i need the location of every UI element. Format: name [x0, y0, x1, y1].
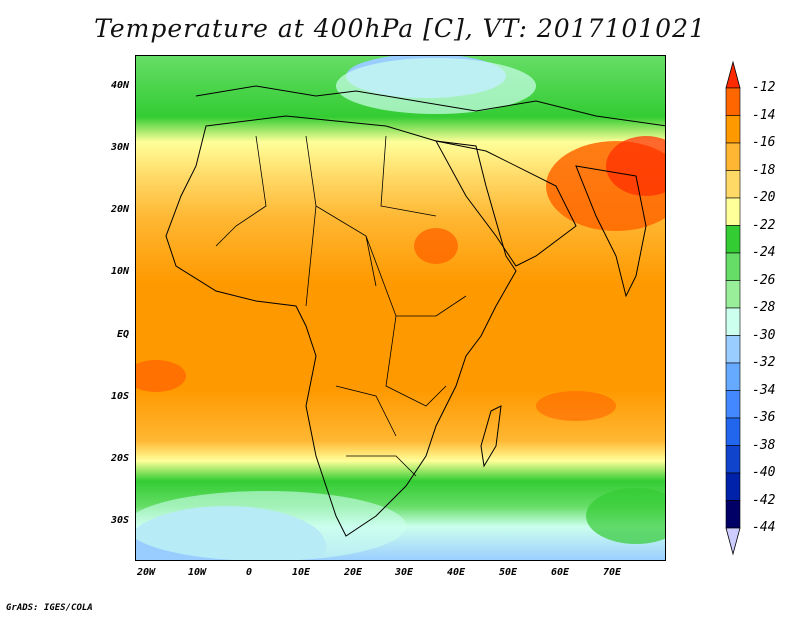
colorbar-label: -16	[752, 135, 776, 150]
colorbar-band	[725, 252, 741, 281]
colorbar-label: -20	[752, 190, 776, 205]
map-panel	[135, 55, 666, 561]
lon-tick-70e: 70E	[602, 567, 622, 578]
colorbar-label: -30	[752, 327, 776, 343]
colorbar-top-arrow	[725, 60, 741, 89]
lat-tick-30n: 30N	[110, 142, 129, 153]
colorbar-band	[725, 472, 741, 501]
colorbar-label: -42	[752, 492, 776, 508]
lon-tick-60e: 60E	[550, 567, 570, 578]
colorbar-band	[725, 87, 741, 116]
lat-tick-20s: 20S	[110, 453, 129, 464]
colorbar-label: -40	[752, 465, 776, 480]
colorbar-label: -44	[752, 520, 776, 535]
footer-credit: GrADS: IGES/COLA	[6, 603, 93, 613]
colorbar-band	[725, 307, 741, 336]
lat-tick-40n: 40N	[110, 80, 129, 91]
colorbar-band	[725, 115, 741, 144]
lat-tick-10n: 10N	[110, 266, 129, 277]
lon-tick-30e: 30E	[394, 567, 414, 578]
lat-tick-30s: 30S	[110, 515, 129, 526]
colorbar-label: -12	[752, 80, 776, 95]
lon-tick-0: 0	[245, 567, 253, 578]
colorbar-bottom-arrow	[725, 527, 741, 556]
lon-tick-40e: 40E	[446, 567, 466, 578]
colorbar-band	[725, 417, 741, 446]
colorbar-label: -24	[752, 245, 776, 260]
colorbar-band	[725, 390, 741, 419]
colorbar-label: -14	[752, 107, 776, 123]
colorbar-band	[725, 500, 741, 529]
lon-tick-10e: 10E	[291, 567, 311, 578]
colorbar-band	[725, 142, 741, 171]
colorbar-label: -38	[752, 437, 776, 453]
colorbar-band	[725, 445, 741, 474]
lon-tick-10w: 10W	[187, 567, 207, 578]
chart-title: Temperature at 400hPa [C], VT: 201710102…	[94, 14, 706, 43]
colorbar-label: -32	[752, 355, 776, 370]
colorbar-band	[725, 280, 741, 309]
colorbar-label: -18	[752, 162, 776, 178]
colorbar	[725, 60, 741, 556]
colorbar-band	[725, 225, 741, 254]
lat-tick-10s: 10S	[110, 391, 129, 402]
colorbar-band	[725, 362, 741, 391]
lat-tick-20n: 20N	[110, 204, 129, 215]
lon-tick-20e: 20E	[343, 567, 363, 578]
colorbar-label: -26	[752, 272, 776, 288]
colorbar-band	[725, 170, 741, 199]
lon-tick-50e: 50E	[498, 567, 518, 578]
lon-tick-20w: 20W	[136, 567, 156, 578]
colorbar-label: -36	[752, 410, 776, 425]
colorbar-label: -34	[752, 382, 776, 398]
lat-tick-eq: EQ	[116, 329, 129, 340]
colorbar-band	[725, 197, 741, 226]
colorbar-label: -28	[752, 300, 776, 315]
colorbar-band	[725, 335, 741, 364]
colorbar-label: -22	[752, 217, 776, 233]
temperature-field	[136, 56, 665, 560]
